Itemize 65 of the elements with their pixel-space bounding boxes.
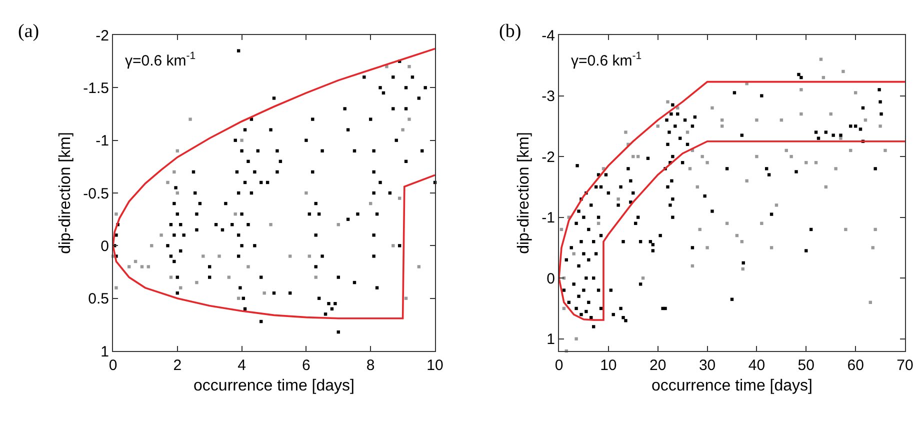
y-tick-label: -0.5 <box>83 185 109 202</box>
point <box>236 296 240 300</box>
y-tick-label: 0 <box>546 270 555 288</box>
point <box>179 286 182 290</box>
point <box>417 265 420 268</box>
x-tick-label: 10 <box>600 357 617 374</box>
point <box>128 265 131 268</box>
point <box>404 296 408 300</box>
x-tick-label: 2 <box>173 357 182 374</box>
y-tick-label: -4 <box>542 27 555 44</box>
point <box>195 280 198 284</box>
point <box>288 254 292 258</box>
point <box>140 265 144 268</box>
point <box>314 276 318 279</box>
point <box>240 138 244 142</box>
y-tick-label: -1 <box>542 210 555 227</box>
point <box>202 254 205 258</box>
y-axis-title: dip-direction [km] <box>57 132 74 254</box>
x-tick-label: 6 <box>302 357 310 374</box>
y-axis-title: dip-direction [km] <box>516 132 533 254</box>
y-tick-label: -2 <box>542 148 555 166</box>
point <box>150 244 154 248</box>
y-tick-label: -1.5 <box>83 80 109 97</box>
x-tick-label: 8 <box>366 357 375 374</box>
point <box>398 196 402 200</box>
text: (a) <box>18 21 40 42</box>
point <box>246 265 250 268</box>
point <box>218 254 221 258</box>
x-tick-label: 4 <box>238 357 246 374</box>
y-tick-label: 0 <box>100 238 109 255</box>
point <box>114 286 118 290</box>
x-axis-title: occurrence time [days] <box>652 378 812 395</box>
y-tick-label: 1 <box>100 343 109 360</box>
point <box>401 128 404 132</box>
point <box>262 291 266 295</box>
y-tick-label: -1 <box>96 132 109 150</box>
x-tick-label: 10 <box>426 357 444 374</box>
point <box>114 212 118 216</box>
point <box>408 118 411 121</box>
x-tick-label: 60 <box>847 357 864 374</box>
point <box>308 254 312 258</box>
point <box>172 170 176 174</box>
y-tick-label: 1 <box>546 331 555 348</box>
point <box>269 223 272 226</box>
point <box>227 276 231 279</box>
x-tick-label: 20 <box>650 357 666 374</box>
point <box>160 234 163 237</box>
y-tick-label: -2 <box>96 27 109 44</box>
annotation: γ=0.6 km$^{-1}$ <box>571 50 642 70</box>
text: (b) <box>499 21 522 42</box>
x-tick-label: 30 <box>698 357 716 374</box>
point <box>146 265 150 268</box>
point <box>188 118 192 121</box>
x-tick-label: 70 <box>896 357 914 374</box>
x-tick-label: 40 <box>748 357 766 374</box>
y-tick-label: -3 <box>542 88 555 106</box>
annotation: γ=0.6 km$^{-1}$ <box>125 50 196 70</box>
point <box>408 65 411 68</box>
x-axis-title: occurrence time [days] <box>194 378 354 395</box>
x-tick-label: 50 <box>798 357 814 374</box>
point <box>304 191 308 195</box>
point <box>392 244 395 248</box>
point <box>169 276 173 279</box>
y-tick-label: 0.5 <box>88 290 109 308</box>
point <box>166 180 170 184</box>
